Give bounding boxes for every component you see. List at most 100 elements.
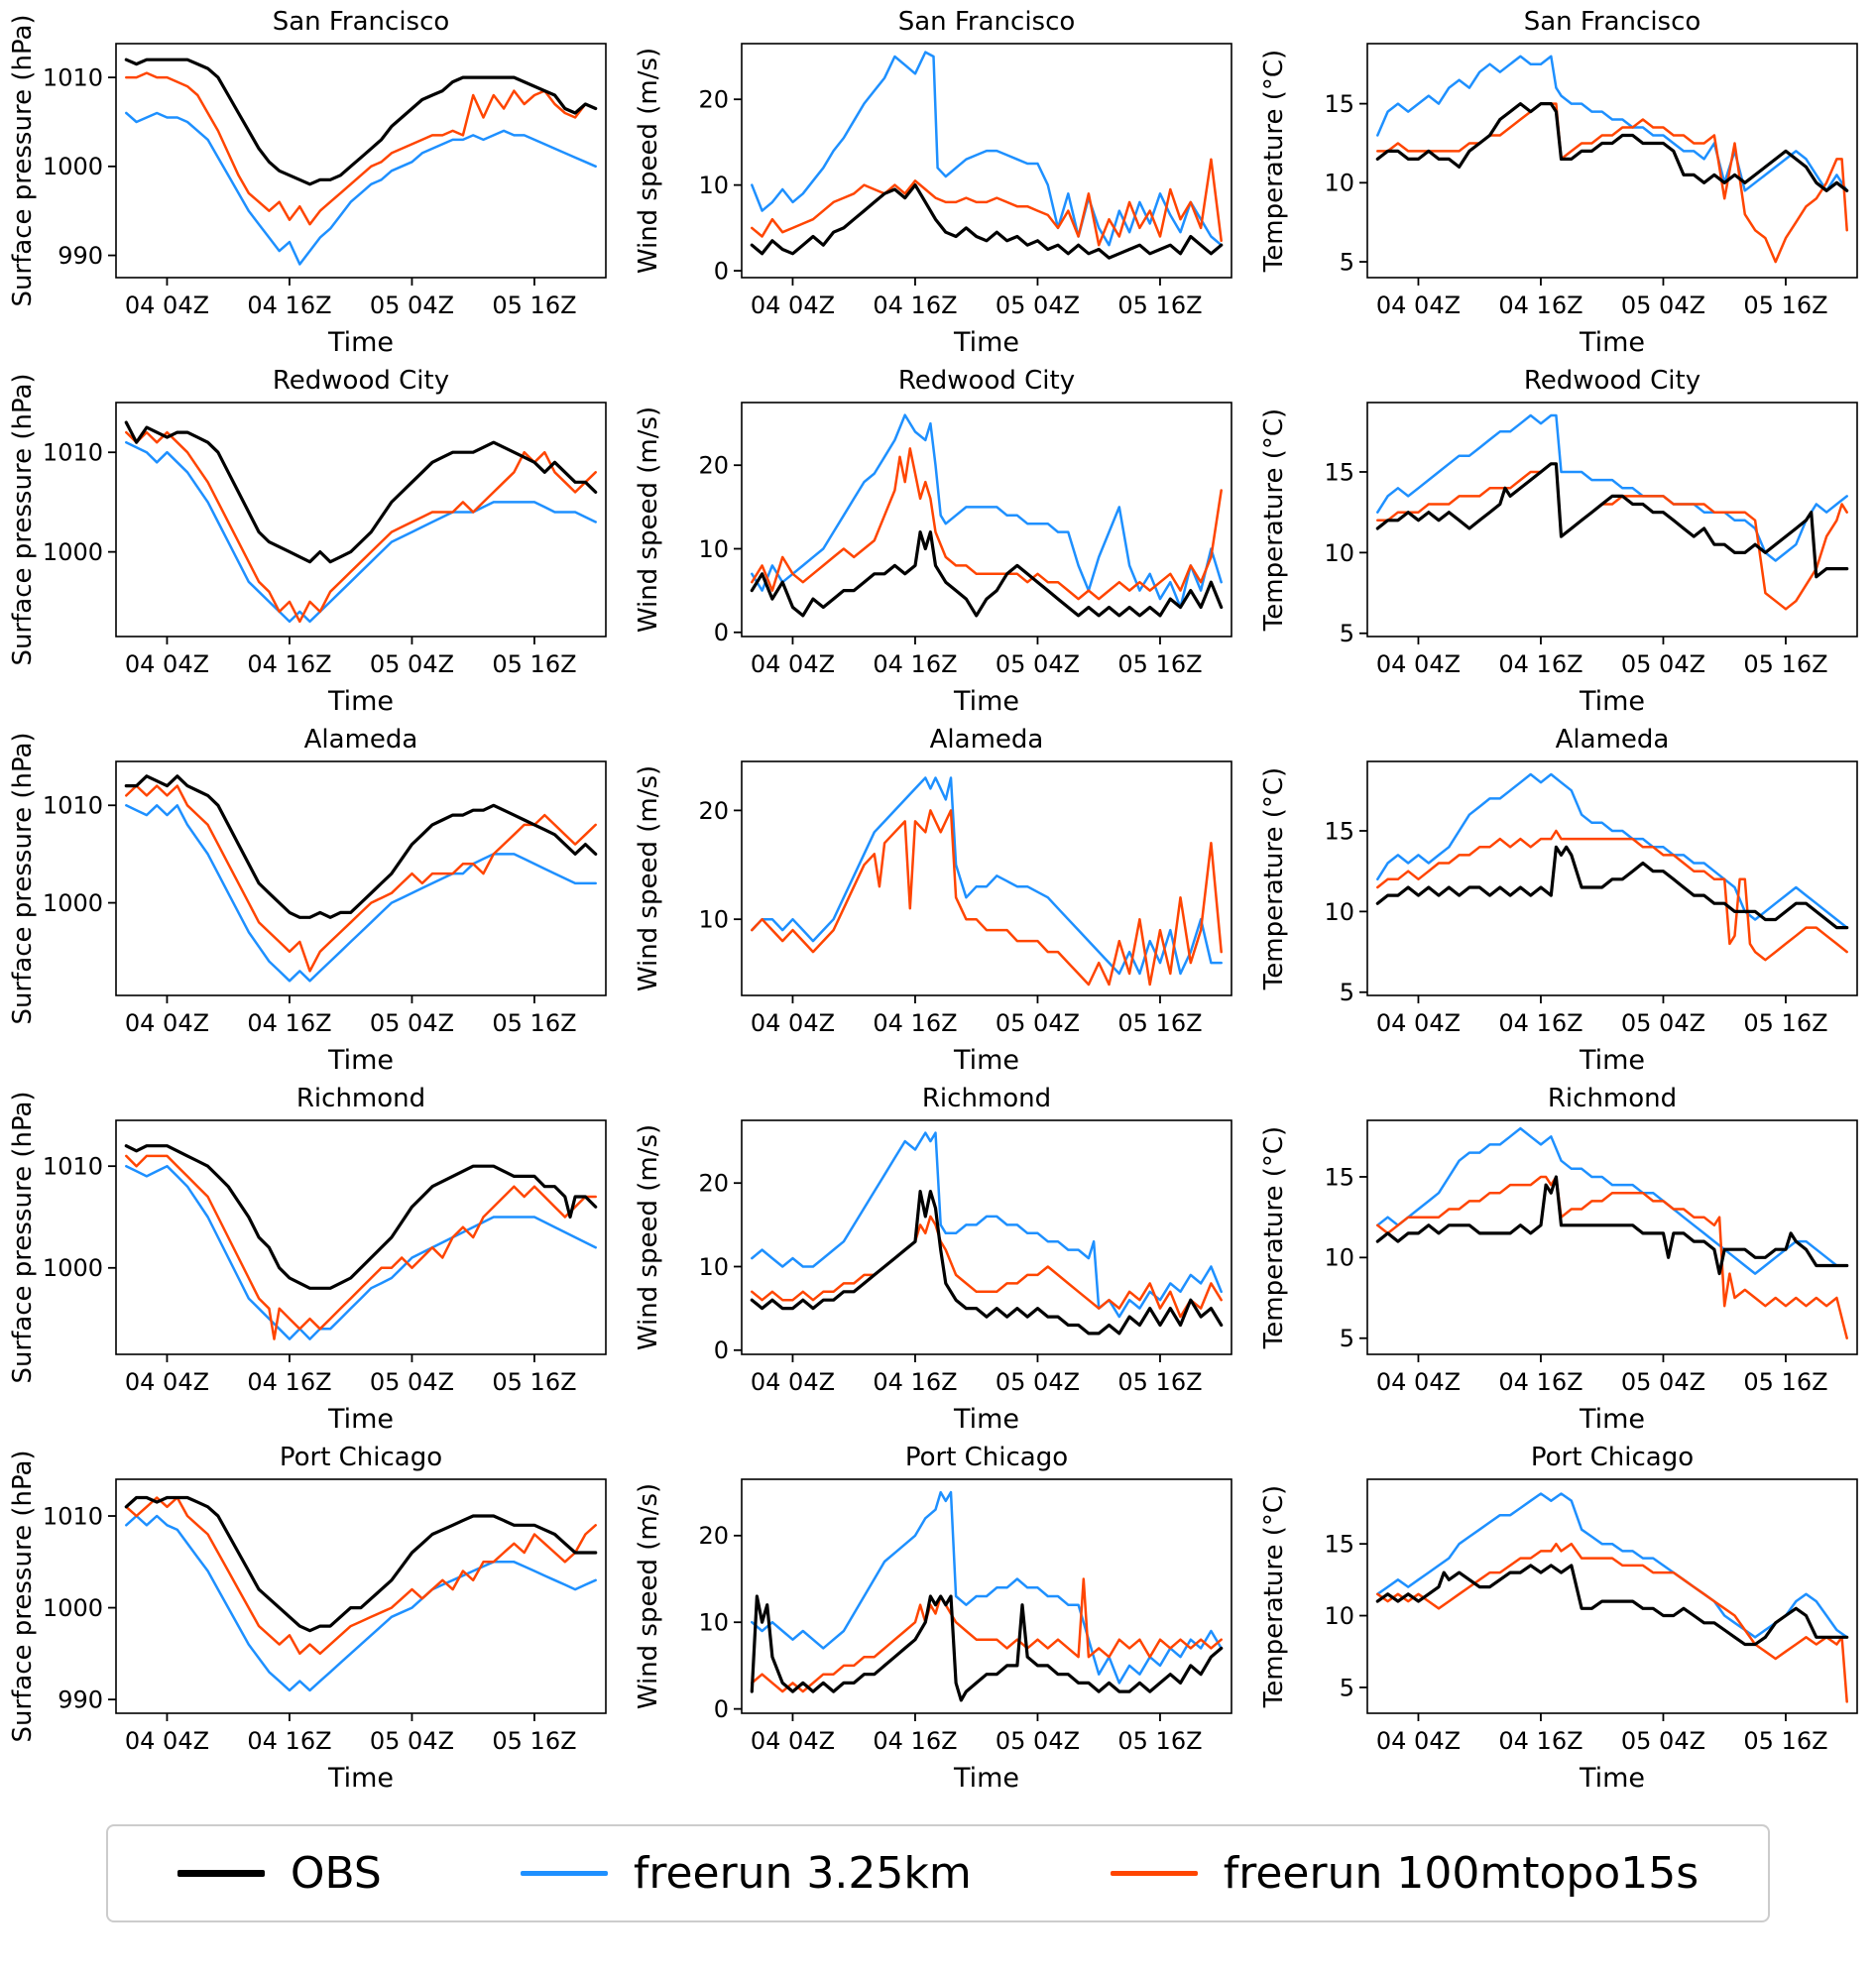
svg-text:05 16Z: 05 16Z <box>493 1727 577 1755</box>
svg-text:1010: 1010 <box>43 1153 103 1181</box>
svg-text:10: 10 <box>698 535 729 563</box>
svg-text:04 16Z: 04 16Z <box>873 291 957 319</box>
svg-text:Time: Time <box>1579 1045 1645 1076</box>
svg-text:04 04Z: 04 04Z <box>125 1727 209 1755</box>
svg-text:1010: 1010 <box>43 439 103 467</box>
svg-text:Time: Time <box>327 1404 394 1435</box>
svg-text:04 04Z: 04 04Z <box>1376 1009 1461 1037</box>
svg-text:04 04Z: 04 04Z <box>751 291 835 319</box>
svg-text:Time: Time <box>1579 327 1645 358</box>
svg-text:1000: 1000 <box>43 153 103 180</box>
svg-text:Time: Time <box>327 327 394 358</box>
svg-text:10: 10 <box>698 172 729 199</box>
svg-text:04 16Z: 04 16Z <box>248 650 332 678</box>
svg-text:05 16Z: 05 16Z <box>1117 1727 1202 1755</box>
svg-text:04 16Z: 04 16Z <box>1498 1009 1583 1037</box>
svg-text:1010: 1010 <box>43 1502 103 1530</box>
svg-text:10: 10 <box>698 1253 729 1281</box>
chart-san-francisco-pressure: 990 1000 1010 04 04Z 04 16Z 05 04Z 05 16Z San F… <box>0 4 626 363</box>
svg-text:Time: Time <box>327 686 394 717</box>
svg-text:04 04Z: 04 04Z <box>125 1009 209 1037</box>
svg-text:990: 990 <box>59 1686 104 1714</box>
svg-text:Redwood City: Redwood City <box>273 366 449 396</box>
svg-text:05 16Z: 05 16Z <box>1743 1727 1827 1755</box>
svg-text:Wind speed (m/s): Wind speed (m/s) <box>634 765 663 991</box>
chart-port-chicago-pressure: 990 1000 1010 04 04Z 04 16Z 05 04Z 05 16Z Port … <box>0 1440 626 1799</box>
chart-redwood-city-wind: 0 10 20 04 04Z 04 16Z 05 04Z 05 16Z Redwood Cit… <box>626 363 1251 722</box>
svg-text:5: 5 <box>1339 620 1353 647</box>
legend-item-obs: OBS <box>176 1848 382 1899</box>
svg-text:Time: Time <box>1579 1763 1645 1794</box>
svg-text:10: 10 <box>698 1609 729 1637</box>
svg-text:Time: Time <box>327 1045 394 1076</box>
freerun-325km-line-swatch <box>520 1871 608 1876</box>
svg-text:04 04Z: 04 04Z <box>751 1727 835 1755</box>
chart-san-francisco-temp: 5 10 15 04 04Z 04 16Z 05 04Z 05 16Z San Francis… <box>1250 4 1876 363</box>
svg-text:Temperature (°C): Temperature (°C) <box>1259 1126 1289 1349</box>
chart-richmond-wind: 0 10 20 04 04Z 04 16Z 05 04Z 05 16Z Richmond Tim… <box>626 1081 1251 1440</box>
svg-text:Time: Time <box>953 1763 1019 1794</box>
svg-text:04 04Z: 04 04Z <box>1376 291 1461 319</box>
svg-text:Redwood City: Redwood City <box>898 366 1075 396</box>
svg-text:05 04Z: 05 04Z <box>996 1009 1080 1037</box>
svg-text:04 16Z: 04 16Z <box>248 1009 332 1037</box>
svg-text:Wind speed (m/s): Wind speed (m/s) <box>634 407 663 633</box>
svg-text:Temperature (°C): Temperature (°C) <box>1259 767 1289 990</box>
svg-text:04 16Z: 04 16Z <box>1498 650 1583 678</box>
svg-text:04 16Z: 04 16Z <box>873 1727 957 1755</box>
chart-port-chicago-wind: 0 10 20 04 04Z 04 16Z 05 04Z 05 16Z Port Chicag… <box>626 1440 1251 1799</box>
svg-text:Temperature (°C): Temperature (°C) <box>1259 408 1289 632</box>
svg-text:04 04Z: 04 04Z <box>125 650 209 678</box>
chart-alameda-wind: 10 20 04 04Z 04 16Z 05 04Z 05 16Z Alameda Time W… <box>626 722 1251 1081</box>
svg-text:0: 0 <box>714 257 729 285</box>
svg-text:Port Chicago: Port Chicago <box>905 1443 1068 1472</box>
svg-text:05 16Z: 05 16Z <box>1743 1368 1827 1396</box>
chart-port-chicago-temp: 5 10 15 04 04Z 04 16Z 05 04Z 05 16Z Port Chicag… <box>1250 1440 1876 1799</box>
legend-item-freerun-100mtopo15s: freerun 100mtopo15s <box>1110 1848 1700 1899</box>
chart-san-francisco-wind: 0 10 20 04 04Z 04 16Z 05 04Z 05 16Z San Francis… <box>626 4 1251 363</box>
legend-label-freerun-325km: freerun 3.25km <box>633 1848 972 1899</box>
svg-text:San Francisco: San Francisco <box>1523 7 1700 37</box>
svg-text:Alameda: Alameda <box>1555 725 1669 755</box>
svg-text:10: 10 <box>1324 170 1354 197</box>
svg-text:Temperature (°C): Temperature (°C) <box>1259 1485 1289 1708</box>
svg-text:20: 20 <box>698 1522 729 1550</box>
svg-text:04 16Z: 04 16Z <box>1498 1727 1583 1755</box>
svg-text:0: 0 <box>714 1337 729 1364</box>
svg-text:5: 5 <box>1339 1325 1353 1352</box>
svg-text:15: 15 <box>1324 1531 1354 1559</box>
svg-text:05 16Z: 05 16Z <box>1117 1009 1202 1037</box>
svg-text:05 16Z: 05 16Z <box>1117 291 1202 319</box>
svg-text:Surface pressure (hPa): Surface pressure (hPa) <box>8 732 38 1024</box>
svg-text:Wind speed (m/s): Wind speed (m/s) <box>634 1483 663 1709</box>
svg-text:20: 20 <box>698 86 729 114</box>
svg-text:05 04Z: 05 04Z <box>370 1368 454 1396</box>
svg-text:Time: Time <box>953 327 1019 358</box>
svg-text:04 04Z: 04 04Z <box>751 1009 835 1037</box>
svg-text:05 04Z: 05 04Z <box>1621 1368 1705 1396</box>
svg-text:Wind speed (m/s): Wind speed (m/s) <box>634 1124 663 1350</box>
svg-text:10: 10 <box>1324 1244 1354 1272</box>
svg-text:10: 10 <box>1324 898 1354 926</box>
obs-line-swatch <box>176 1870 265 1877</box>
legend-label-freerun-100mtopo15s: freerun 100mtopo15s <box>1223 1848 1700 1899</box>
svg-text:05 04Z: 05 04Z <box>996 1368 1080 1396</box>
chart-richmond-pressure: 1000 1010 04 04Z 04 16Z 05 04Z 05 16Z Richmond… <box>0 1081 626 1440</box>
svg-text:20: 20 <box>698 1170 729 1198</box>
svg-text:San Francisco: San Francisco <box>898 7 1076 37</box>
svg-text:1000: 1000 <box>43 1594 103 1622</box>
chart-alameda-pressure: 1000 1010 04 04Z 04 16Z 05 04Z 05 16Z Alameda T… <box>0 722 626 1081</box>
svg-text:Port Chicago: Port Chicago <box>280 1443 442 1472</box>
svg-text:Richmond: Richmond <box>1548 1084 1677 1113</box>
svg-text:Time: Time <box>953 686 1019 717</box>
svg-text:05 16Z: 05 16Z <box>493 650 577 678</box>
freerun-100mtopo15s-line-swatch <box>1110 1871 1198 1876</box>
svg-text:0: 0 <box>714 1695 729 1723</box>
svg-text:Redwood City: Redwood City <box>1524 366 1700 396</box>
chart-alameda-temp: 5 10 15 04 04Z 04 16Z 05 04Z 05 16Z Alameda Time… <box>1250 722 1876 1081</box>
svg-text:04 16Z: 04 16Z <box>1498 291 1583 319</box>
svg-text:10: 10 <box>698 906 729 934</box>
chart-redwood-city-temp: 5 10 15 04 04Z 04 16Z 05 04Z 05 16Z Redwood Cit… <box>1250 363 1876 722</box>
svg-text:05 16Z: 05 16Z <box>1117 1368 1202 1396</box>
svg-text:04 16Z: 04 16Z <box>873 1368 957 1396</box>
